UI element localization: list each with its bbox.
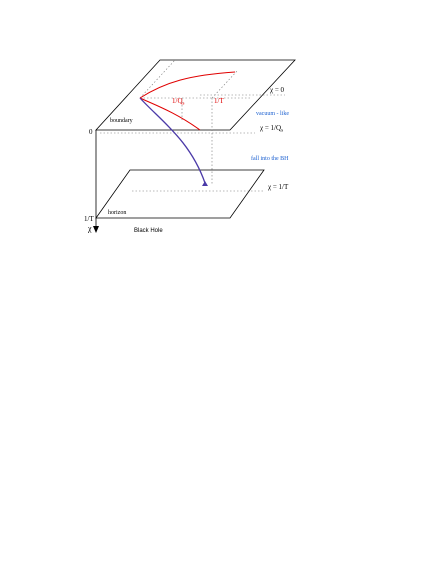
- projection-right-top: [211, 69, 239, 99]
- svg-text:χ = 1/Qs: χ = 1/Qs: [260, 124, 283, 134]
- label-black-hole: Black Hole: [134, 228, 163, 234]
- label-chi-inv-t: χ = 1/T: [268, 183, 289, 191]
- svg-text:1/Qs: 1/Qs: [172, 97, 185, 107]
- trajectory-arrowhead: [202, 181, 208, 186]
- label-chi-inv-qs-sub: s: [281, 129, 283, 134]
- axis-label-inv-t: 1/T: [84, 215, 94, 223]
- boundary-plane: [95, 59, 296, 131]
- chi-axis-arrowhead: [93, 226, 99, 233]
- falling-trajectory: [139, 97, 206, 184]
- label-inv-qs: 1/Q: [172, 97, 183, 105]
- label-chi-zero: χ = 0: [270, 86, 285, 94]
- label-horizon: horizon: [108, 210, 126, 216]
- axis-label-chi: χ: [87, 224, 92, 233]
- label-fall-into-bh: fall into the BH: [251, 155, 289, 162]
- label-inv-qs-sub: s: [183, 102, 185, 107]
- label-chi-inv-qs: χ = 1/Q: [260, 124, 281, 132]
- red-lower-curve: [139, 97, 201, 131]
- axis-label-zero: 0: [89, 128, 93, 136]
- projection-left: [139, 59, 176, 99]
- label-boundary: boundary: [110, 118, 133, 124]
- label-inv-t: 1/T: [214, 97, 224, 105]
- label-vacuum-like: vacuum - like: [256, 111, 289, 117]
- horizon-plane: [95, 169, 265, 219]
- red-upper-curve: [139, 71, 236, 99]
